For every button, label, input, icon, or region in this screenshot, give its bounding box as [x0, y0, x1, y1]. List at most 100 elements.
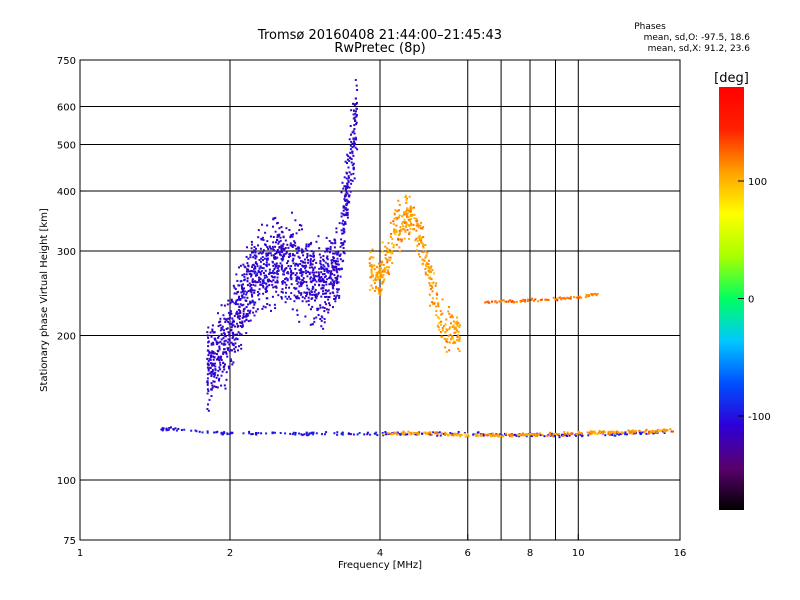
trace-point [331, 242, 334, 245]
trace-point [611, 433, 614, 436]
trace-point [390, 233, 393, 235]
trace-point [312, 433, 315, 436]
trace-point [214, 352, 217, 355]
trace-point [392, 220, 395, 223]
trace-point [311, 305, 314, 308]
trace-point [268, 304, 271, 307]
trace-point [312, 250, 315, 253]
trace-point [265, 276, 268, 279]
trace-point [280, 290, 283, 293]
trace-point [457, 322, 460, 325]
trace-point [451, 432, 454, 435]
trace-point [259, 260, 262, 263]
trace-point [349, 125, 352, 127]
trace-point [262, 267, 265, 270]
trace-point [355, 138, 357, 141]
trace-point [239, 311, 242, 314]
trace-point [230, 328, 233, 331]
trace-point [381, 280, 384, 283]
trace-point [339, 258, 342, 261]
trace-point [297, 249, 300, 252]
trace-point [295, 296, 297, 298]
trace-point [287, 265, 290, 267]
trace-point [451, 335, 454, 337]
trace-point [491, 300, 494, 303]
trace-point [346, 211, 349, 214]
trace-point [323, 268, 326, 271]
trace-point [422, 259, 425, 262]
trace-point [231, 317, 234, 320]
trace-point [418, 433, 420, 436]
trace-point [421, 263, 424, 266]
trace-point [486, 434, 488, 437]
trace-point [369, 251, 372, 254]
trace-point [456, 320, 459, 323]
trace-point [312, 431, 315, 434]
trace-point [287, 260, 290, 263]
trace-point [222, 352, 225, 355]
trace-point [351, 152, 354, 155]
trace-point [232, 342, 235, 345]
trace-point [294, 287, 297, 290]
trace-point [407, 430, 410, 433]
trace-point [250, 293, 253, 296]
trace-point [249, 290, 252, 293]
trace-point [341, 222, 344, 225]
trace-point [232, 324, 235, 327]
trace-point [317, 314, 320, 316]
trace-point [334, 250, 337, 253]
trace-point [239, 303, 242, 306]
trace-point [296, 263, 299, 266]
trace-point [241, 296, 244, 299]
trace-point [355, 84, 358, 87]
trace-point [417, 226, 420, 229]
trace-point [672, 430, 674, 433]
trace-point [276, 273, 279, 276]
trace-point [280, 266, 283, 269]
trace-point [547, 299, 550, 301]
y-axis-label: Stationary phase Virtual Height [km] [39, 208, 50, 392]
trace-point [302, 250, 305, 253]
trace-point [275, 252, 278, 255]
trace-point [229, 358, 232, 361]
trace-point [402, 228, 405, 231]
trace-point [450, 434, 453, 436]
trace-point [261, 307, 264, 310]
trace-point [212, 358, 215, 361]
trace-point [230, 326, 233, 329]
trace-point [434, 432, 437, 435]
trace-point [222, 314, 225, 317]
trace-point [266, 257, 269, 260]
trace-point [303, 280, 306, 283]
trace-point [249, 309, 252, 312]
trace-point [311, 293, 314, 296]
trace-point [337, 288, 340, 291]
trace-point [413, 217, 416, 220]
trace-point [426, 251, 429, 254]
trace-point [563, 296, 566, 299]
trace-point [335, 227, 338, 230]
trace-point [526, 299, 529, 302]
trace-point [556, 297, 558, 300]
trace-point [410, 213, 412, 216]
trace-point [438, 431, 441, 434]
trace-point [241, 274, 244, 277]
x-tick-label: 16 [674, 548, 687, 559]
trace-point [310, 431, 313, 434]
trace-point [252, 289, 255, 292]
trace-point [207, 341, 210, 344]
trace-point [416, 219, 419, 222]
trace-point [511, 435, 514, 438]
trace-point [322, 287, 325, 290]
trace-point [206, 373, 209, 376]
trace-point [347, 181, 350, 184]
trace-point [587, 294, 590, 297]
trace-point [645, 432, 648, 435]
trace-point [398, 204, 401, 206]
trace-point [259, 265, 262, 268]
trace-point [648, 430, 650, 433]
trace-point [545, 298, 548, 301]
trace-point [404, 196, 407, 198]
trace-point [219, 368, 222, 371]
trace-point [399, 238, 402, 241]
